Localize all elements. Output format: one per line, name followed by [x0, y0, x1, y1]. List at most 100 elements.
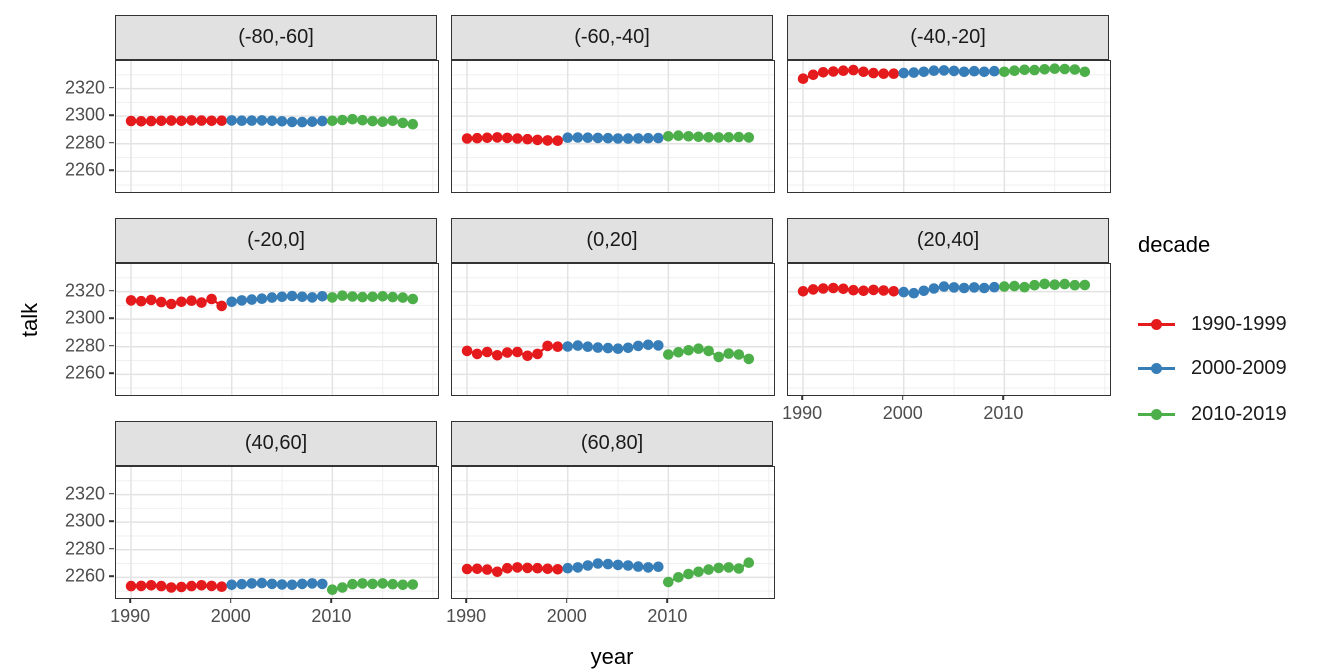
data-point	[306, 578, 318, 589]
y-axis-tick-label: 2300	[64, 307, 105, 328]
data-point	[216, 300, 227, 312]
data-point	[999, 281, 1010, 292]
data-point	[397, 579, 409, 591]
facet-plot-area	[116, 467, 438, 598]
data-point	[898, 67, 909, 79]
data-point	[407, 118, 419, 130]
data-point	[206, 293, 217, 305]
data-point	[1019, 64, 1030, 76]
data-point	[246, 115, 258, 126]
data-point	[582, 560, 594, 571]
data-point	[743, 353, 755, 365]
data-point	[1009, 65, 1020, 76]
data-point	[632, 561, 644, 572]
data-point	[858, 285, 869, 297]
y-axis-tick-label: 2300	[64, 104, 105, 125]
data-point	[693, 343, 704, 354]
data-point	[156, 580, 167, 592]
x-axis-tick-label: 2000	[882, 403, 923, 423]
y-axis-tick-label: 2300	[64, 510, 105, 531]
legend: decade 1990-1999 2000-2009 2010-2019	[1138, 232, 1287, 425]
data-point	[481, 132, 493, 144]
data-point	[206, 580, 217, 592]
data-point	[461, 133, 473, 144]
data-point	[1019, 281, 1030, 293]
data-point	[918, 66, 930, 78]
x-axis-tick-label: 2000	[210, 606, 251, 626]
data-point	[256, 577, 268, 589]
data-point	[367, 291, 378, 303]
data-point	[387, 291, 399, 303]
data-point	[838, 65, 849, 76]
data-point	[723, 348, 734, 359]
legend-entry-label: 2000-2009	[1191, 356, 1287, 379]
data-point	[713, 351, 724, 363]
data-point	[1059, 278, 1070, 290]
data-point	[256, 293, 268, 304]
data-point	[125, 580, 137, 592]
facet-strip: (-40,-20]	[787, 15, 1109, 60]
facet-strip: (-60,-40]	[451, 15, 773, 60]
data-point	[317, 115, 328, 127]
data-point	[367, 578, 378, 590]
data-point	[481, 346, 493, 358]
data-point	[632, 133, 644, 144]
data-point	[673, 572, 684, 583]
data-point	[989, 65, 1000, 77]
data-point	[612, 343, 624, 354]
data-point	[196, 115, 207, 126]
data-point	[968, 65, 980, 77]
facet-plot-area	[788, 264, 1110, 395]
data-point	[145, 115, 157, 127]
y-axis-tick-mark	[109, 141, 114, 144]
data-point	[387, 578, 399, 590]
x-axis-tick-mark	[229, 598, 232, 603]
data-point	[357, 114, 368, 126]
data-point	[817, 67, 829, 78]
data-point	[135, 580, 147, 592]
data-point	[999, 66, 1010, 78]
facet-strip: (-20,0]	[115, 218, 437, 263]
y-axis-tick-mark	[109, 492, 114, 495]
data-point	[743, 557, 755, 568]
x-axis-tick-label: 2010	[647, 606, 688, 626]
data-point	[236, 295, 248, 306]
legend-key-dot	[1151, 408, 1162, 420]
data-point	[357, 291, 368, 303]
data-point	[246, 578, 258, 589]
data-point	[196, 297, 207, 308]
data-point	[612, 559, 624, 571]
data-point	[1079, 66, 1091, 78]
data-point	[908, 67, 920, 78]
data-point	[1009, 280, 1020, 292]
data-point	[1029, 279, 1040, 291]
data-point	[125, 115, 137, 127]
data-point	[296, 291, 308, 303]
x-axis-tick-mark	[129, 598, 131, 603]
facet-plot-area	[116, 264, 438, 395]
data-point	[286, 290, 298, 302]
x-axis-tick-mark	[666, 598, 669, 603]
data-point	[512, 133, 523, 144]
data-point	[938, 281, 950, 292]
x-axis-tick-label: 2010	[983, 403, 1024, 423]
data-point	[542, 135, 553, 146]
data-point	[733, 563, 745, 574]
y-axis-tick-label: 2320	[64, 483, 105, 504]
data-point	[347, 578, 358, 590]
y-axis-tick-mark	[109, 289, 114, 292]
y-axis-tick-mark	[109, 372, 114, 375]
data-point	[125, 295, 137, 306]
data-point	[276, 116, 288, 127]
data-point	[592, 342, 604, 353]
data-point	[562, 341, 573, 352]
data-point	[407, 579, 419, 590]
data-point	[166, 298, 177, 310]
facet-strip: (40,60]	[115, 421, 437, 466]
data-point	[878, 285, 889, 296]
data-point	[186, 295, 197, 306]
y-axis-tick-label: 2260	[64, 362, 105, 383]
data-point	[481, 564, 493, 575]
data-point	[166, 115, 177, 126]
data-point	[1069, 64, 1081, 75]
